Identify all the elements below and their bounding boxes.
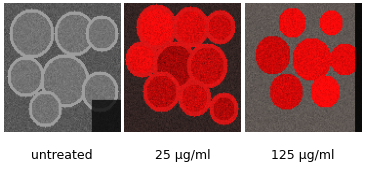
Text: 125 μg/ml: 125 μg/ml: [272, 149, 335, 162]
Text: untreated: untreated: [31, 149, 93, 162]
Text: 25 μg/ml: 25 μg/ml: [155, 149, 210, 162]
